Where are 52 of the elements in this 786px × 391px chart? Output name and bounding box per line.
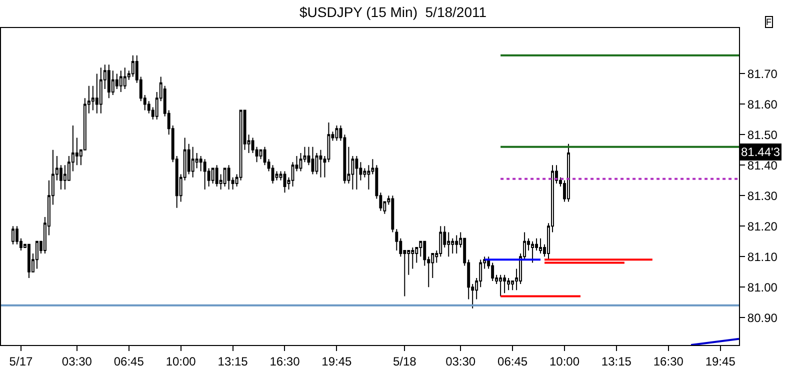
candlestick bbox=[203, 158, 206, 190]
candlestick bbox=[12, 226, 14, 245]
y-tick-label: 81.50 bbox=[747, 128, 778, 142]
candlestick bbox=[567, 143, 570, 202]
y-tick-label: 81.60 bbox=[747, 97, 778, 112]
candlestick bbox=[123, 67, 126, 90]
y-tick-label: 81.70 bbox=[747, 66, 778, 81]
candlestick bbox=[503, 274, 506, 294]
candlestick bbox=[539, 238, 542, 254]
candlestick bbox=[191, 146, 194, 178]
annotation: 81.44'3 bbox=[741, 145, 780, 159]
candlestick bbox=[355, 156, 358, 190]
x-tick-label: 16:30 bbox=[653, 354, 684, 368]
candlestick bbox=[335, 125, 338, 142]
x-tick-label: 13:15 bbox=[218, 354, 248, 368]
x-tick-label: 06:45 bbox=[114, 354, 144, 368]
x-tick-label: 10:00 bbox=[549, 354, 580, 368]
text: F bbox=[766, 17, 772, 27]
candlestick bbox=[107, 64, 110, 99]
x-tick-label: 16:30 bbox=[270, 354, 300, 368]
x-tick-label: 03:30 bbox=[62, 354, 92, 368]
candlestick bbox=[283, 170, 286, 194]
y-tick-label: 81.00 bbox=[747, 280, 778, 294]
candlestick bbox=[28, 244, 30, 278]
y-tick-label: 81.30 bbox=[747, 188, 778, 203]
y-tick-label: 81.20 bbox=[747, 219, 778, 234]
candlestick bbox=[499, 274, 502, 297]
candlestick bbox=[319, 149, 322, 178]
x-tick-label: 5/18 bbox=[392, 354, 417, 368]
x-tick-label: 19:45 bbox=[322, 354, 352, 368]
candlestick bbox=[391, 195, 394, 233]
y-tick-label: 81.10 bbox=[747, 250, 778, 264]
x-tick-label: 5/17 bbox=[9, 354, 33, 368]
candlestick bbox=[119, 70, 122, 93]
y-tick-label: 81.40 bbox=[747, 158, 778, 172]
candlestick bbox=[455, 234, 458, 254]
candlestick bbox=[531, 240, 534, 264]
x-tick-label: 19:45 bbox=[705, 354, 736, 368]
x-tick-label: 03:30 bbox=[446, 354, 476, 368]
candlestick bbox=[211, 168, 214, 184]
candlestick bbox=[311, 146, 314, 175]
candlestick bbox=[227, 164, 230, 190]
chart-title: $USDJPY (15 Min) 5/18/2011 bbox=[299, 4, 487, 20]
candlestick bbox=[35, 240, 38, 270]
candlestick bbox=[215, 164, 218, 187]
candlestick bbox=[99, 67, 102, 114]
x-tick-label: 10:00 bbox=[166, 354, 196, 368]
x-tick-label: 13:15 bbox=[601, 354, 632, 368]
candlestick bbox=[507, 277, 510, 291]
candlestick bbox=[223, 168, 226, 187]
y-tick-label: 80.90 bbox=[747, 310, 778, 325]
x-tick-label: 06:45 bbox=[498, 354, 528, 368]
